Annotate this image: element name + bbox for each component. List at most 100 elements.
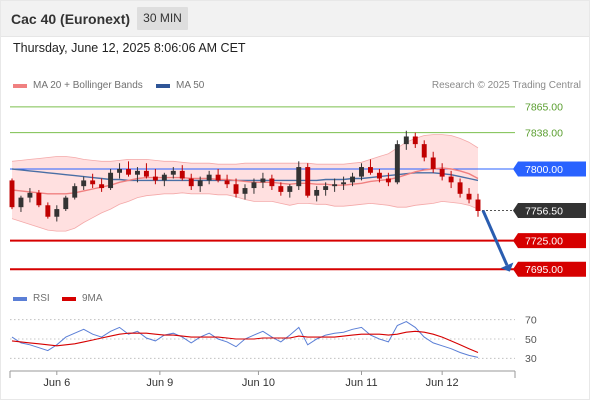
candle bbox=[439, 163, 445, 181]
candle bbox=[376, 168, 382, 183]
candle bbox=[341, 176, 347, 190]
candle bbox=[394, 140, 400, 185]
level-tag-7695.00 bbox=[513, 261, 586, 277]
candle-body bbox=[36, 192, 42, 206]
candle bbox=[143, 163, 149, 179]
candle-body bbox=[466, 193, 472, 200]
projection-arrow bbox=[481, 209, 509, 266]
ma50-line bbox=[11, 168, 479, 182]
candle bbox=[45, 202, 51, 219]
candle bbox=[233, 178, 239, 198]
candle-body bbox=[457, 182, 463, 194]
candle bbox=[27, 188, 33, 203]
candle-body bbox=[305, 167, 311, 196]
candle-body bbox=[367, 167, 373, 173]
candle-body bbox=[260, 178, 266, 183]
candle bbox=[63, 195, 69, 211]
candle-body bbox=[143, 170, 149, 177]
legend-ma20-label: MA 20 + Bollinger Bands bbox=[33, 80, 143, 91]
candle-body bbox=[170, 170, 176, 175]
candle bbox=[421, 140, 427, 162]
candle-body bbox=[45, 205, 51, 217]
candle bbox=[215, 168, 221, 183]
rsi-tick-30: 30 bbox=[525, 353, 537, 365]
candle bbox=[359, 163, 364, 181]
candle-body bbox=[314, 189, 320, 196]
candle bbox=[269, 174, 275, 190]
ma20-line bbox=[11, 167, 479, 195]
instrument-title: Cac 40 (Euronext) bbox=[11, 11, 131, 27]
candle bbox=[108, 168, 114, 190]
candle-body bbox=[81, 180, 87, 187]
rsi-swatch bbox=[13, 296, 27, 301]
candle-body bbox=[323, 186, 329, 190]
candle bbox=[305, 163, 311, 198]
candle bbox=[385, 172, 391, 187]
candle-body bbox=[341, 182, 347, 185]
candle-body bbox=[376, 172, 382, 179]
candle-body bbox=[251, 182, 257, 189]
candle bbox=[81, 176, 87, 190]
candle-body bbox=[27, 192, 33, 198]
legend-rsi-label: RSI bbox=[33, 293, 50, 304]
candle-body bbox=[117, 168, 123, 173]
x-tick-label-jun-10: Jun 10 bbox=[242, 377, 275, 389]
candle-body bbox=[99, 184, 105, 189]
candle-body bbox=[269, 178, 275, 187]
legend-ma20: MA 20 + Bollinger Bands bbox=[13, 80, 143, 91]
level-label-7800.00: 7800.00 bbox=[525, 164, 563, 176]
candle bbox=[475, 193, 481, 217]
candle-body bbox=[332, 184, 338, 187]
candle bbox=[403, 130, 409, 150]
candle bbox=[36, 189, 42, 208]
candle bbox=[287, 184, 293, 198]
candle-body bbox=[197, 180, 203, 187]
candle-body bbox=[439, 168, 445, 177]
candle bbox=[197, 176, 203, 192]
legend-rsi-ma-label: 9MA bbox=[82, 293, 103, 304]
candle-body bbox=[108, 172, 114, 189]
candle bbox=[170, 167, 176, 179]
candle-body bbox=[179, 170, 185, 179]
candle-body bbox=[9, 180, 15, 208]
level-tag-7725.00 bbox=[513, 233, 586, 249]
candle bbox=[367, 159, 373, 175]
candle-body bbox=[72, 186, 78, 198]
x-tick-label-jun-9: Jun 9 bbox=[146, 377, 173, 389]
level-label-7865.00: 7865.00 bbox=[525, 102, 563, 114]
candle-body bbox=[126, 168, 131, 175]
candle-body bbox=[359, 167, 364, 177]
candle-body bbox=[412, 136, 418, 145]
candle bbox=[457, 178, 463, 198]
candle-body bbox=[215, 174, 221, 181]
rsi-tick-70: 70 bbox=[525, 314, 537, 326]
candle-body bbox=[134, 170, 140, 175]
candle bbox=[54, 205, 60, 222]
candle bbox=[72, 183, 78, 200]
candle bbox=[323, 182, 329, 196]
candle bbox=[161, 172, 167, 187]
legend-rsi-ma: 9MA bbox=[62, 293, 103, 304]
candle bbox=[134, 167, 140, 183]
timeframe-badge[interactable]: 30 MIN bbox=[137, 7, 188, 30]
candle-body bbox=[421, 144, 427, 158]
candle-body bbox=[18, 197, 24, 208]
candle bbox=[224, 174, 230, 189]
candle-body bbox=[403, 136, 409, 145]
candle bbox=[18, 195, 24, 212]
candle bbox=[9, 178, 15, 210]
legend-ma50-label: MA 50 bbox=[176, 80, 205, 91]
candle bbox=[430, 151, 436, 173]
bollinger-band bbox=[12, 134, 478, 232]
candle-body bbox=[385, 178, 391, 183]
level-label-7838.00: 7838.00 bbox=[525, 127, 563, 139]
candle bbox=[242, 184, 248, 200]
legend-rsi: RSI bbox=[13, 293, 50, 304]
candle-body bbox=[233, 184, 239, 194]
candle-body bbox=[394, 144, 400, 183]
candle bbox=[206, 170, 212, 185]
candle-body bbox=[278, 186, 284, 192]
candle-body bbox=[475, 199, 481, 211]
candle-body bbox=[188, 178, 194, 187]
